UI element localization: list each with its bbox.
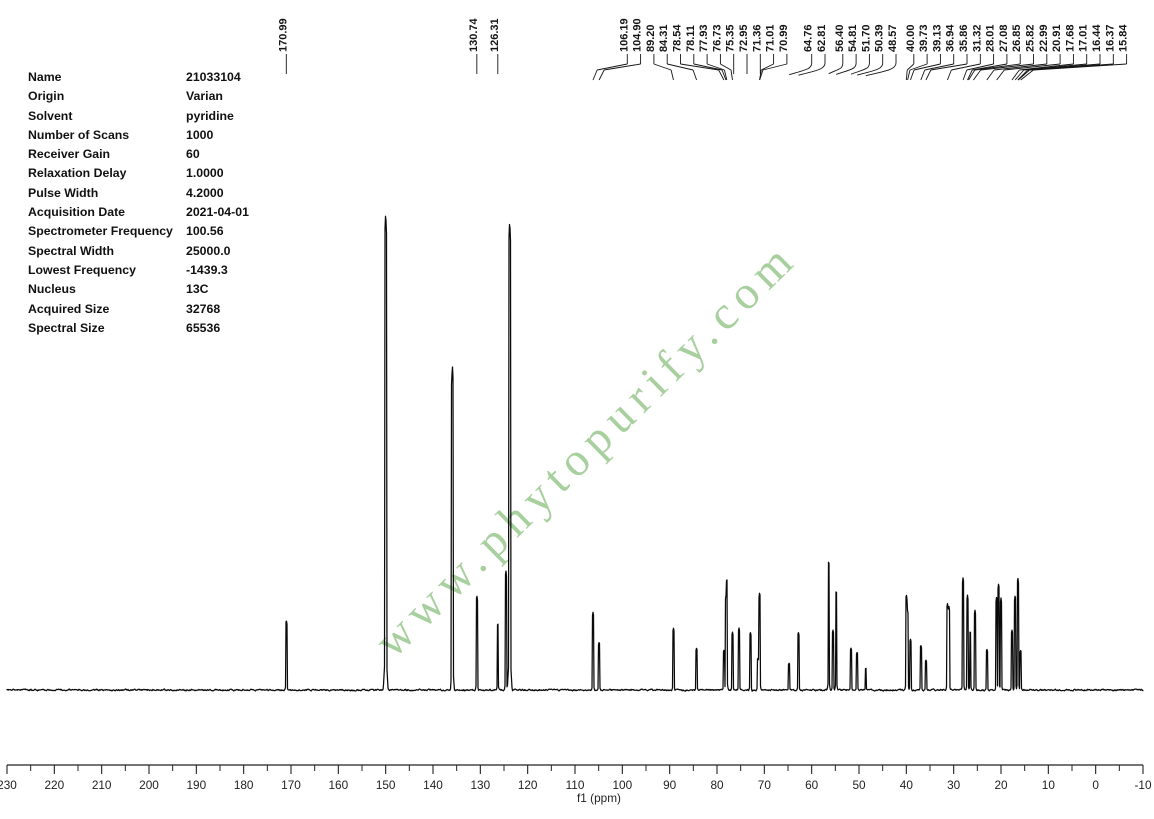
svg-text:36.94: 36.94 [945,24,957,52]
svg-text:78.54: 78.54 [672,24,684,52]
svg-text:28.01: 28.01 [985,24,997,52]
svg-text:16.44: 16.44 [1091,24,1103,52]
svg-text:89.20: 89.20 [645,24,657,52]
svg-text:26.85: 26.85 [1011,24,1023,52]
svg-text:39.13: 39.13 [931,24,943,52]
svg-text:104.90: 104.90 [632,18,644,52]
svg-text:50.39: 50.39 [874,24,886,52]
svg-text:25.82: 25.82 [1025,24,1037,52]
svg-text:70.99: 70.99 [778,24,790,52]
svg-text:78.11: 78.11 [685,25,697,52]
svg-text:72.95: 72.95 [738,24,750,52]
svg-text:39.73: 39.73 [918,24,930,52]
svg-text:15.84: 15.84 [1118,24,1130,52]
svg-text:75.35: 75.35 [725,24,737,52]
svg-text:22.99: 22.99 [1038,24,1050,52]
svg-text:126.31: 126.31 [489,18,501,52]
svg-text:48.57: 48.57 [887,24,899,52]
svg-text:64.76: 64.76 [803,24,815,52]
svg-text:71.01: 71.01 [765,24,777,52]
svg-text:56.40: 56.40 [834,24,846,52]
svg-text:76.73: 76.73 [711,24,723,52]
svg-text:84.31: 84.31 [658,24,670,52]
svg-text:31.32: 31.32 [971,24,983,52]
svg-text:106.19: 106.19 [618,18,630,52]
svg-text:16.37: 16.37 [1104,24,1116,52]
svg-text:51.70: 51.70 [860,24,872,52]
svg-text:17.68: 17.68 [1064,24,1076,52]
svg-text:71.36: 71.36 [751,24,763,52]
svg-text:54.81: 54.81 [847,24,859,52]
svg-text:130.74: 130.74 [468,17,480,52]
svg-text:62.81: 62.81 [816,24,828,52]
svg-text:17.01: 17.01 [1078,24,1090,52]
svg-text:35.86: 35.86 [958,24,970,52]
svg-text:77.93: 77.93 [698,24,710,52]
svg-text:170.99: 170.99 [277,18,289,52]
svg-text:40.00: 40.00 [905,24,917,52]
svg-text:27.08: 27.08 [998,24,1010,52]
svg-text:20.91: 20.91 [1051,24,1063,52]
